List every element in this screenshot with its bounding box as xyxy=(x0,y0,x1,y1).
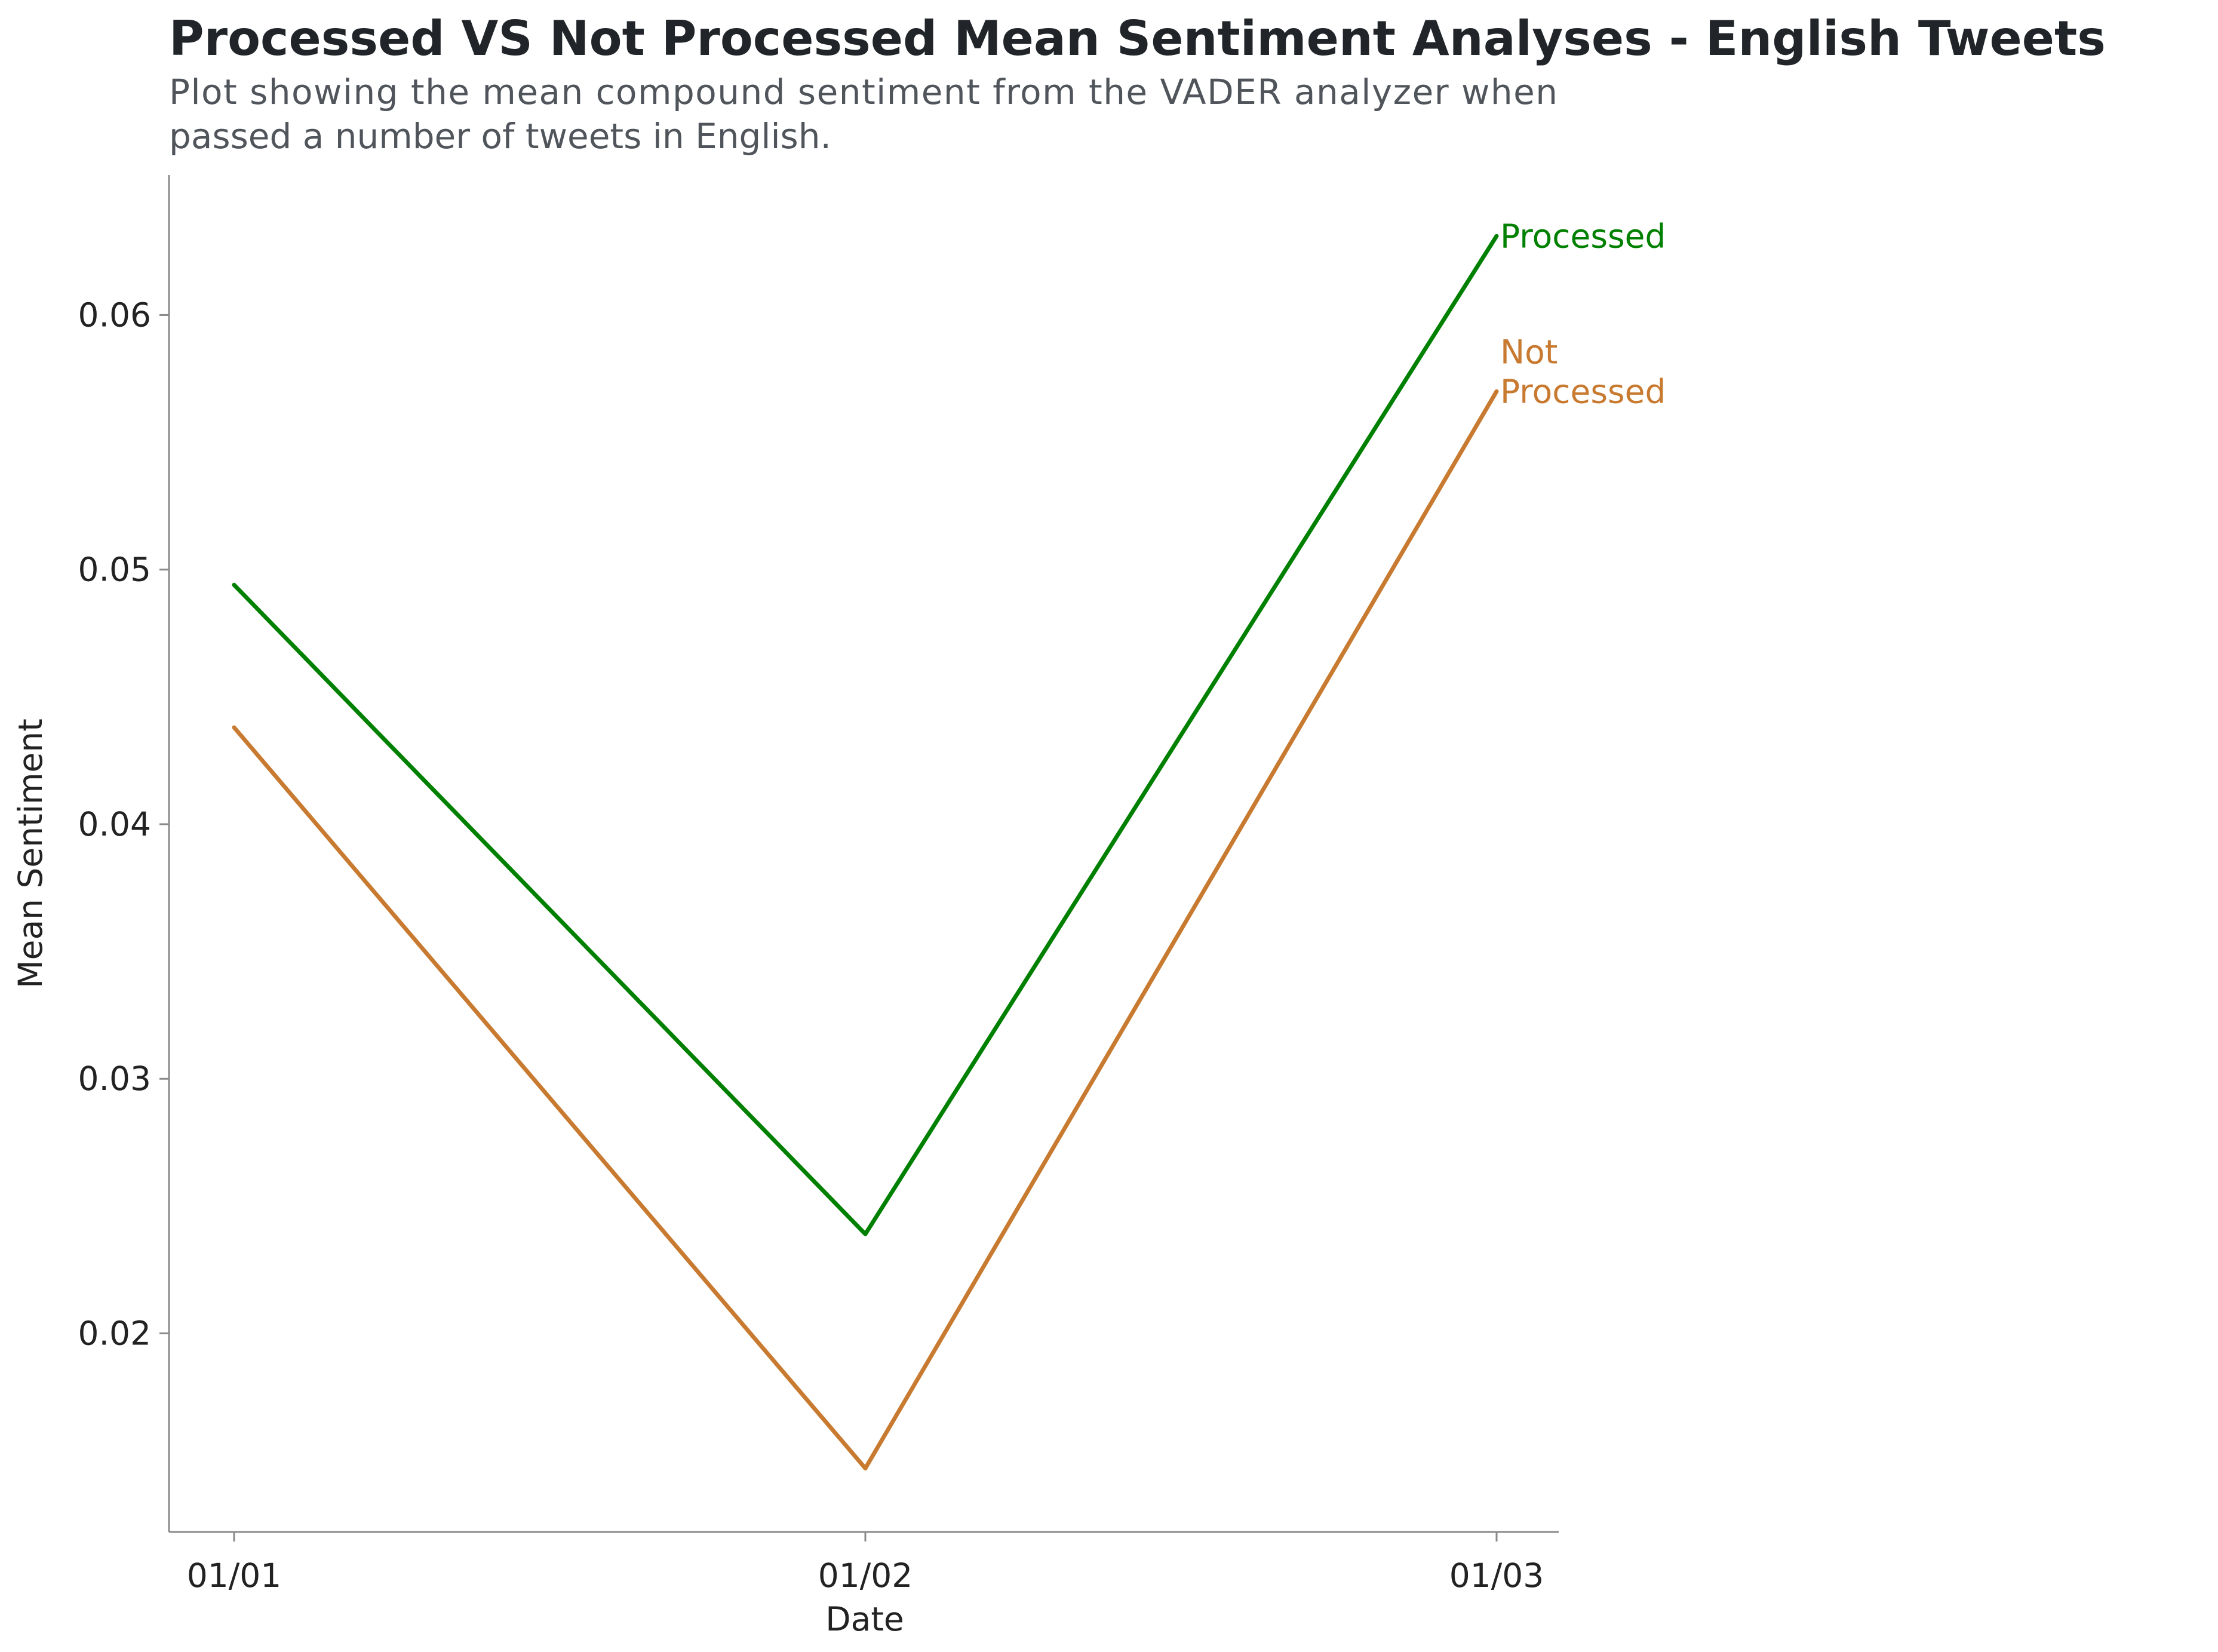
y-tick-label: 0.02 xyxy=(78,1315,151,1353)
y-tick-label: 0.03 xyxy=(78,1060,151,1098)
series-label-line: Processed xyxy=(1500,217,1666,255)
y-axis-label: Mean Sentiment xyxy=(11,718,50,988)
x-axis-ticks: 01/01 01/02 01/03 xyxy=(187,1532,1544,1595)
x-tick-label: 01/02 xyxy=(818,1556,913,1595)
series-label-line: Not xyxy=(1500,333,1557,371)
x-tick-label: 01/03 xyxy=(1449,1556,1544,1595)
series-line-processed xyxy=(232,234,1499,1236)
y-axis-ticks: 0.02 0.03 0.04 0.05 0.06 xyxy=(78,296,169,1353)
chart-title: Processed VS Not Processed Mean Sentimen… xyxy=(169,11,2106,66)
chart-subtitle-line-1: Plot showing the mean compound sentiment… xyxy=(169,72,1557,112)
y-tick-label: 0.04 xyxy=(78,805,151,843)
x-axis-label: Date xyxy=(825,1600,904,1638)
series-label-processed: Processed xyxy=(1500,217,1666,255)
y-tick-label: 0.05 xyxy=(78,551,151,589)
series-line-not-processed xyxy=(232,389,1499,1470)
plot-area: 0.02 0.03 0.04 0.05 0.06 01/01 01/02 01/03 Pro… xyxy=(78,175,1666,1595)
x-tick-label: 01/01 xyxy=(187,1556,282,1595)
y-tick-label: 0.06 xyxy=(78,296,151,334)
chart-subtitle-line-2: passed a number of tweets in English. xyxy=(169,116,831,156)
series-label-not-processed: Not Processed xyxy=(1500,333,1666,410)
series-label-line: Processed xyxy=(1500,372,1666,410)
